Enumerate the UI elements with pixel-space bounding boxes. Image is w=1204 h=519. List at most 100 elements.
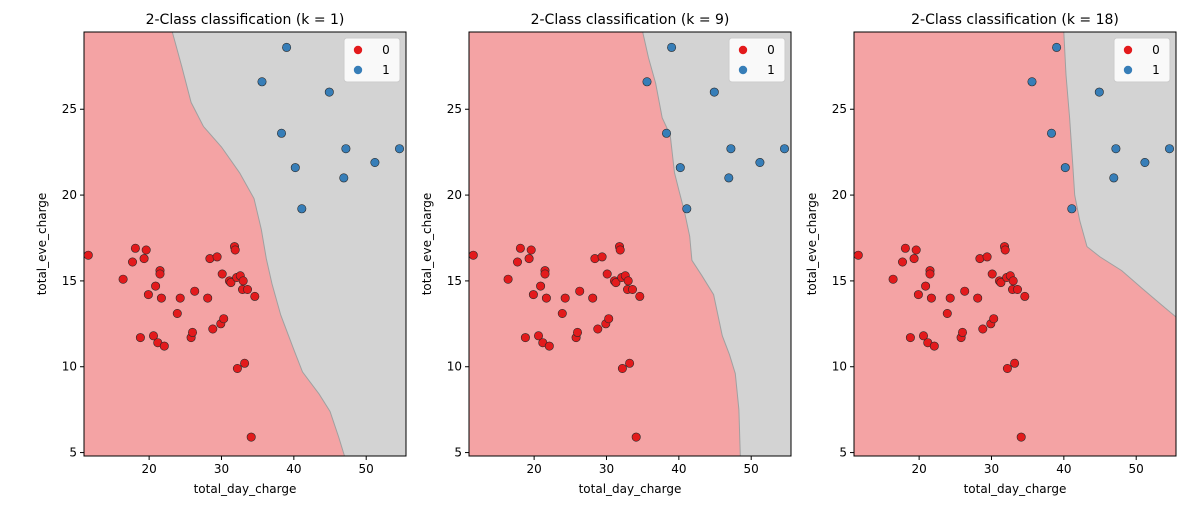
point-class-0 [617, 363, 627, 373]
point-class-0 [528, 290, 538, 300]
point-class-0 [921, 281, 931, 291]
point-class-0 [987, 269, 997, 279]
point-class-0 [557, 308, 567, 318]
point-class-0 [989, 314, 999, 324]
decision-boundary [171, 32, 345, 456]
point-class-0 [588, 293, 598, 303]
x-tick-label: 20 [141, 462, 156, 476]
data-points [854, 42, 1175, 442]
point-class-0 [897, 257, 907, 267]
y-tick-label: 5 [69, 446, 77, 460]
point-class-0 [156, 293, 166, 303]
point-class-1 [682, 204, 692, 214]
point-class-0 [925, 269, 935, 279]
point-class-0 [1002, 363, 1012, 373]
point-class-0 [84, 250, 93, 260]
axes-frame [853, 31, 1177, 457]
point-class-0 [627, 284, 637, 294]
x-axis-label: total_day_charge [194, 482, 297, 496]
point-class-0 [913, 290, 923, 300]
point-class-0 [623, 276, 633, 286]
point-class-0 [240, 358, 250, 368]
y-tick-label: 15 [832, 274, 847, 288]
point-class-1 [667, 42, 677, 52]
point-class-1 [1067, 204, 1077, 214]
point-class-1 [370, 158, 380, 168]
point-class-0 [524, 254, 534, 264]
legend: 01 [728, 37, 786, 83]
point-class-1 [675, 163, 685, 173]
point-class-0 [544, 341, 554, 351]
point-class-0 [996, 278, 1006, 288]
point-class-0 [503, 274, 513, 284]
point-class-0 [159, 341, 169, 351]
point-class-0 [520, 333, 530, 343]
x-axis-label: total_day_charge [579, 482, 682, 496]
point-class-0 [139, 254, 149, 264]
decision-boundary [642, 32, 741, 456]
point-class-0 [888, 274, 898, 284]
point-class-0 [536, 281, 546, 291]
y-tick-label: 15 [447, 274, 462, 288]
region-class-0 [469, 32, 741, 456]
point-class-0 [232, 363, 242, 373]
point-class-1 [779, 144, 789, 154]
point-class-0 [635, 291, 645, 301]
point-class-1 [1027, 77, 1037, 87]
point-class-0 [175, 293, 185, 303]
point-class-0 [911, 245, 921, 255]
x-tick-label: 20 [911, 462, 926, 476]
point-class-0 [905, 333, 915, 343]
point-class-0 [1016, 432, 1026, 442]
point-class-1 [709, 87, 719, 97]
point-class-0 [982, 252, 992, 262]
point-class-0 [593, 324, 603, 334]
point-class-1 [324, 87, 334, 97]
point-class-0 [957, 327, 967, 337]
point-class-0 [533, 331, 543, 341]
point-class-1 [1109, 173, 1119, 183]
point-class-0 [149, 331, 159, 341]
point-class-0 [540, 269, 550, 279]
point-class-0 [926, 293, 936, 303]
legend-label-class-0: 0 [767, 43, 775, 57]
point-class-0 [929, 341, 939, 351]
point-class-0 [1012, 284, 1022, 294]
x-tick-label: 40 [286, 462, 301, 476]
point-class-0 [128, 257, 138, 267]
point-class-0 [246, 432, 256, 442]
point-class-0 [526, 245, 536, 255]
point-class-1 [297, 204, 307, 214]
y-tick-label: 10 [62, 360, 77, 374]
point-class-1 [1165, 144, 1175, 154]
point-class-0 [625, 358, 635, 368]
legend-marker-class-0 [738, 45, 748, 55]
legend-box [728, 37, 786, 83]
y-tick-label: 25 [447, 102, 462, 116]
x-tick-label: 30 [984, 462, 999, 476]
point-class-0 [615, 245, 625, 255]
point-class-0 [602, 269, 612, 279]
point-class-0 [250, 291, 260, 301]
y-axis-label: total_eve_charge [420, 193, 434, 296]
point-class-0 [978, 324, 988, 334]
y-tick-label: 10 [447, 360, 462, 374]
point-class-0 [604, 314, 614, 324]
legend-box [343, 37, 401, 83]
point-class-0 [212, 252, 222, 262]
axes-frame [83, 31, 407, 457]
legend-label-class-1: 1 [767, 63, 775, 77]
point-class-0 [151, 281, 161, 291]
point-class-0 [135, 333, 145, 343]
y-axis-label: total_eve_charge [35, 193, 49, 296]
point-class-1 [1140, 158, 1150, 168]
point-class-0 [1008, 276, 1018, 286]
point-class-1 [257, 77, 267, 87]
data-points [469, 42, 789, 442]
point-class-1 [726, 144, 736, 154]
point-class-1 [341, 144, 351, 154]
point-class-0 [611, 278, 621, 288]
